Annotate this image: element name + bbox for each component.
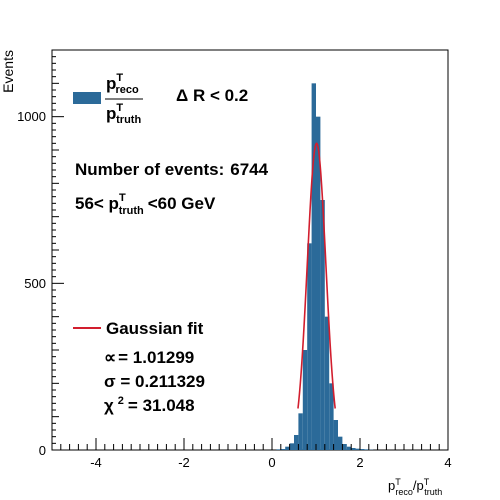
y-tick-label: 1000 [17,109,46,124]
histogram-bar [307,243,312,450]
x-tick-labels: -4 -2 0 2 4 [90,455,451,470]
histogram-bars [276,83,374,451]
histogram-bar [285,446,290,450]
histogram-bar [355,448,360,450]
histogram-bar [294,435,299,450]
histogram-bar [276,449,281,450]
nevents-text: Number of events: 6744 [75,160,269,179]
axis-ticks [51,49,449,451]
histogram-bar [364,449,369,450]
legend-hist-swatch [73,92,101,104]
y-axis-label: Events [0,50,16,93]
pt-range-text: 56< pT truth <60 GeV [75,192,216,217]
fit-sigma-text: σ = 0.211329 [104,372,205,391]
histogram-bar [346,446,352,450]
y-tick-label: 0 [39,443,46,458]
histogram-bar [316,116,321,451]
legend-deltaR: Δ R < 0.2 [176,86,248,105]
histogram-bar [324,316,330,450]
x-tick-label: -2 [178,455,190,470]
x-tick-label: -4 [90,455,102,470]
gaussian-fit-curve [297,142,336,409]
histogram-bar [289,443,294,450]
legend-fit-label: Gaussian fit [106,319,204,338]
histogram-bar [333,420,338,450]
legend-fit-entry: Gaussian fit [73,319,204,338]
y-tick-label: 500 [24,276,46,291]
histogram-bar [342,444,347,450]
legend-hist-numerator: pT reco [106,72,139,96]
histogram-bar [280,449,286,450]
fit-mean-text: ∝ = 1.01299 [104,348,194,367]
histogram-bar [338,436,343,450]
x-tick-label: 2 [356,455,363,470]
histogram-bar [320,200,325,450]
x-tick-label: 0 [268,455,275,470]
fit-chi2-text: χ 2 = 31.048 [104,395,195,415]
histogram-bar [298,413,303,450]
legend-hist-entry: pT reco pT truth Δ R < 0.2 [73,72,248,126]
y-tick-labels: 0 500 1000 [17,109,46,458]
x-tick-label: 4 [444,455,451,470]
histogram-bar [302,350,308,450]
histogram-bar [360,449,365,450]
x-axis-label: pT reco/pT truth [388,477,442,497]
histogram-bar [311,83,316,450]
histogram-bar [329,383,334,450]
legend-hist-denominator: pT truth [106,102,141,126]
histogram-bar [351,448,356,450]
